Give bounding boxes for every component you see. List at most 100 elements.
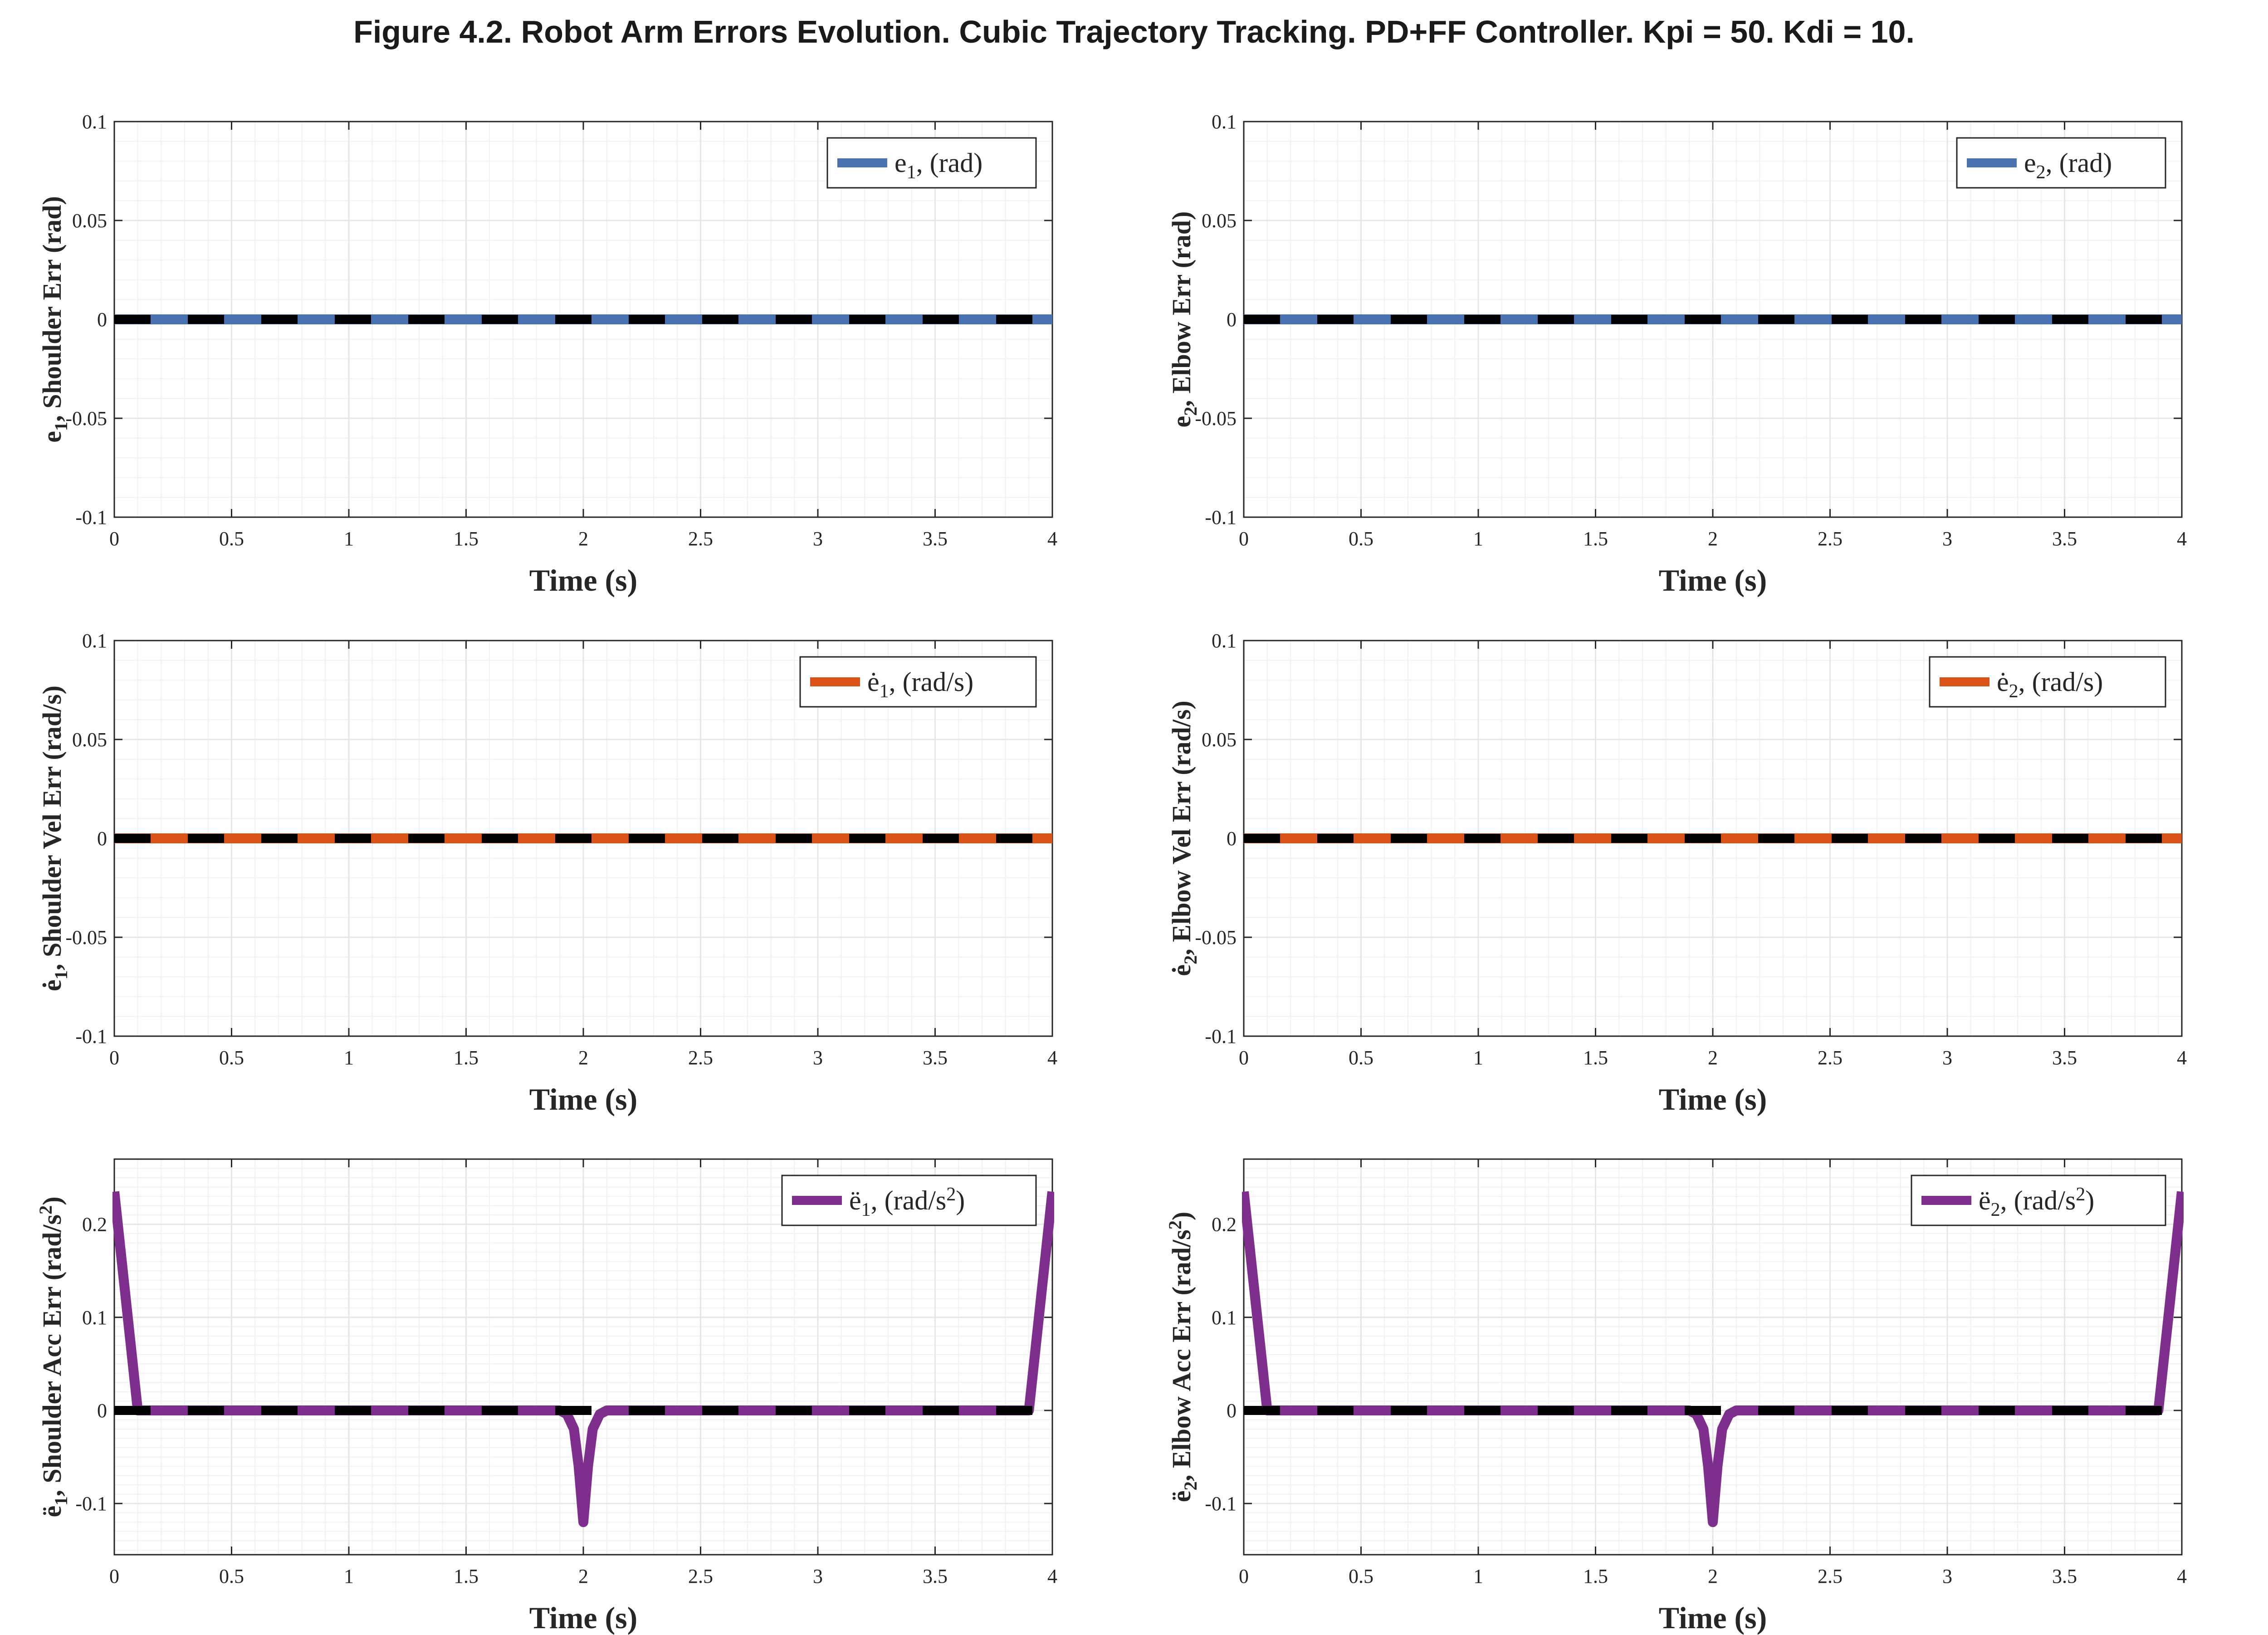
x-tick-label: 0: [1239, 528, 1249, 550]
y-tick-label: 0.05: [1202, 210, 1237, 232]
y-tick-label: -0.1: [75, 1025, 107, 1048]
y-tick-label: 0.1: [1212, 1307, 1237, 1329]
x-tick-label: 0.5: [219, 1565, 244, 1587]
y-tick-label: 0.1: [1212, 630, 1237, 652]
y-tick-label: 0.2: [82, 1214, 107, 1236]
x-tick-label: 1: [1473, 1047, 1483, 1069]
x-tick-label: 1.5: [1583, 528, 1608, 550]
x-tick-label: 0: [109, 1047, 119, 1069]
x-tick-label: 2: [578, 528, 588, 550]
y-tick-label: 0: [97, 308, 107, 331]
x-tick-label: 3: [1942, 528, 1952, 550]
x-tick-label: 2: [1708, 1047, 1718, 1069]
x-tick-label: 0: [1239, 1565, 1249, 1587]
x-tick-label: 3.5: [923, 1047, 948, 1069]
x-tick-label: 4: [2177, 1565, 2187, 1587]
x-tick-label: 4: [1047, 1047, 1057, 1069]
subplot-3: 0 0.5 1 1.5 2 2.5 3 3.5 4 0.1 0.05 0 -0.05 -0.1 ė1, (r…: [37, 630, 1057, 1116]
x-tick-label: 1.5: [1583, 1047, 1608, 1069]
axes-box: [1243, 1158, 2183, 1556]
y-tick-label: 0: [1227, 827, 1237, 850]
x-tick-label: 4: [2177, 528, 2187, 550]
subplot-4: 0 0.5 1 1.5 2 2.5 3 3.5 4 0.1 0.05 0 -0.05 -0.1 ė2, (r…: [1167, 630, 2187, 1116]
x-tick-label: 4: [2177, 1047, 2187, 1069]
y-tick-label: -0.1: [1205, 506, 1237, 529]
y-tick-label: 0.05: [72, 729, 107, 751]
y-tick-label: -0.1: [75, 506, 107, 529]
figure-title: Figure 4.2. Robot Arm Errors Evolution. …: [353, 14, 1915, 49]
x-tick-label: 3: [813, 528, 823, 550]
y-tick-label: -0.1: [1205, 1025, 1237, 1048]
y-tick-label: -0.1: [75, 1493, 107, 1515]
x-tick-label: 3: [1942, 1047, 1952, 1069]
y-tick-label: 0.2: [1212, 1214, 1237, 1236]
x-tick-label: 0: [109, 1565, 119, 1587]
x-tick-label: 3.5: [2052, 1565, 2077, 1587]
y-tick-label: -0.05: [1195, 407, 1237, 430]
x-axis-label: Time (s): [1659, 563, 1767, 597]
y-axis-label: ë1, Shoulder Acc Err (rad/s2): [35, 1196, 71, 1517]
x-tick-label: 0: [1239, 1047, 1249, 1069]
x-tick-label: 1.5: [454, 1565, 479, 1587]
axes-box: [113, 1158, 1053, 1556]
x-tick-label: 1: [1473, 528, 1483, 550]
legend-label: ė2, (rad/s): [1997, 667, 2103, 702]
x-tick-label: 2.5: [688, 1047, 713, 1069]
x-tick-label: 0.5: [219, 1047, 244, 1069]
x-tick-label: 2.5: [1818, 1047, 1843, 1069]
x-axis-label: Time (s): [1659, 1601, 1767, 1635]
y-tick-label: -0.05: [65, 926, 107, 949]
x-axis-label: Time (s): [529, 1601, 638, 1635]
legend-label: e1, (rad): [894, 148, 982, 183]
y-tick-label: -0.05: [65, 407, 107, 430]
y-tick-label: 0.05: [1202, 729, 1237, 751]
subplot-2: 0 0.5 1 1.5 2 2.5 3 3.5 4 0.1 0.05 0 -0.05 -0.1 e2, (r…: [1167, 111, 2187, 597]
subplot-6: 0 0.5 1 1.5 2 2.5 3 3.5 4 0.2 0.1 0 -0.1 ë2, (rad/s2)…: [1165, 1158, 2187, 1635]
y-tick-label: 0.05: [72, 210, 107, 232]
x-tick-label: 1: [1473, 1565, 1483, 1587]
x-tick-label: 1: [344, 1565, 354, 1587]
x-tick-label: 0: [109, 528, 119, 550]
x-tick-label: 2: [578, 1565, 588, 1587]
x-tick-label: 3: [813, 1047, 823, 1069]
subplot-5: 0 0.5 1 1.5 2 2.5 3 3.5 4 0.2 0.1 0 -0.1 ë1, (rad/s2)…: [35, 1158, 1057, 1635]
y-tick-label: 0.1: [82, 111, 107, 133]
y-tick-label: 0.1: [82, 1307, 107, 1329]
x-tick-label: 1: [344, 1047, 354, 1069]
x-tick-label: 3.5: [2052, 528, 2077, 550]
x-tick-label: 2.5: [688, 1565, 713, 1587]
subplot-1: 0 0.5 1 1.5 2 2.5 3 3.5 4 0.1 0.05 0 -0.05 -0.1 e1, (r…: [37, 111, 1057, 597]
y-tick-label: 0: [97, 827, 107, 850]
legend-label: e2, (rad): [2024, 148, 2112, 183]
x-tick-label: 2.5: [688, 528, 713, 550]
x-tick-label: 3: [1942, 1565, 1952, 1587]
x-tick-label: 1.5: [454, 528, 479, 550]
x-tick-label: 2: [1708, 528, 1718, 550]
y-tick-label: 0.1: [1212, 111, 1237, 133]
x-tick-label: 3: [813, 1565, 823, 1587]
x-tick-label: 4: [1047, 528, 1057, 550]
x-tick-label: 3.5: [923, 528, 948, 550]
legend-label: ë2, (rad/s2): [1979, 1184, 2094, 1220]
y-axis-label: ė1, Shoulder Vel Err (rad/s): [37, 685, 71, 991]
x-tick-label: 3.5: [2052, 1047, 2077, 1069]
x-tick-label: 3.5: [923, 1565, 948, 1587]
y-tick-label: 0: [97, 1400, 107, 1422]
x-tick-label: 2.5: [1818, 1565, 1843, 1587]
y-tick-label: -0.05: [1195, 926, 1237, 949]
y-axis-label: e2, Elbow Err (rad): [1167, 211, 1201, 428]
x-axis-label: Time (s): [1659, 1082, 1767, 1116]
x-tick-label: 0.5: [1349, 1047, 1374, 1069]
x-axis-label: Time (s): [529, 563, 638, 597]
x-tick-label: 4: [1047, 1565, 1057, 1587]
x-tick-label: 1: [344, 528, 354, 550]
x-tick-label: 2: [1708, 1565, 1718, 1587]
x-tick-label: 2: [578, 1047, 588, 1069]
x-tick-label: 1.5: [1583, 1565, 1608, 1587]
y-tick-label: 0: [1227, 1400, 1237, 1422]
x-tick-label: 1.5: [454, 1047, 479, 1069]
x-axis-label: Time (s): [529, 1082, 638, 1116]
legend-label: ë1, (rad/s2): [849, 1184, 965, 1220]
y-tick-label: -0.1: [1205, 1493, 1237, 1515]
